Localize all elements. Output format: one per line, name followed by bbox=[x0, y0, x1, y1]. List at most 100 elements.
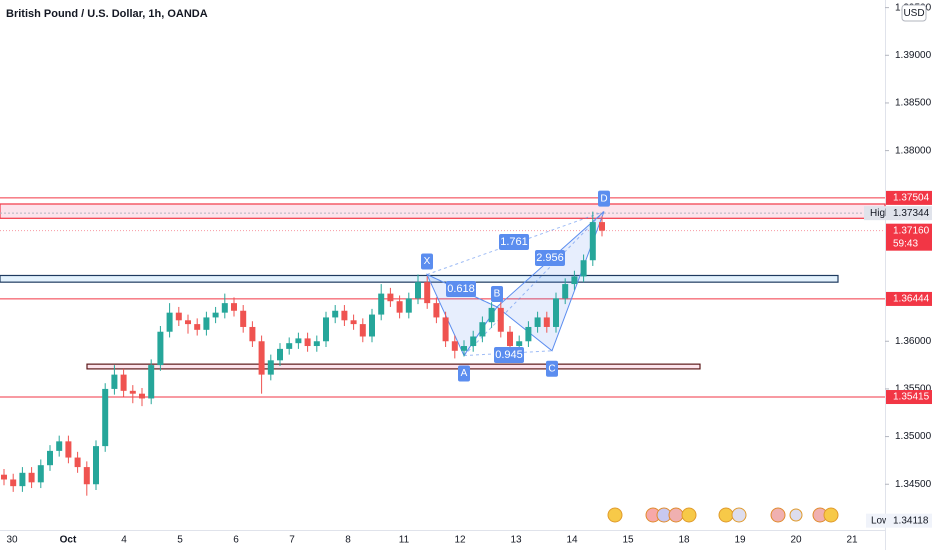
candle-body bbox=[304, 338, 311, 347]
candle-body bbox=[451, 341, 458, 351]
candle-body bbox=[194, 324, 201, 330]
candle-body bbox=[74, 457, 81, 468]
x-tick-label: 4 bbox=[121, 535, 127, 546]
candle-body bbox=[497, 307, 504, 332]
point-label: C bbox=[548, 363, 555, 374]
y-tick-label: 1.38500 bbox=[895, 98, 932, 109]
candle-body bbox=[433, 303, 440, 318]
candle-body bbox=[56, 441, 63, 451]
candle-body bbox=[28, 472, 35, 483]
candle-body bbox=[148, 365, 155, 399]
ratio-box bbox=[499, 234, 529, 250]
candle-body bbox=[258, 341, 265, 375]
point-box bbox=[491, 285, 503, 302]
candle-body bbox=[221, 303, 228, 313]
x-tick-label: 30 bbox=[6, 535, 18, 546]
candle-body bbox=[359, 324, 366, 337]
point-box bbox=[546, 360, 558, 377]
ratio-label: 0.618 bbox=[447, 283, 475, 295]
candle-body bbox=[571, 276, 578, 285]
point-box bbox=[458, 365, 470, 382]
y-tick-label: 1.36000 bbox=[895, 336, 932, 347]
zones bbox=[0, 203, 886, 370]
candle-body bbox=[175, 312, 182, 321]
candle-body bbox=[93, 446, 99, 485]
price-label-box bbox=[886, 291, 932, 306]
price-label-box bbox=[886, 190, 932, 205]
candle-body bbox=[442, 317, 449, 342]
x-tick-label: Oct bbox=[60, 535, 77, 546]
price-label: 1.37504 bbox=[893, 193, 930, 204]
candle-body bbox=[553, 298, 559, 327]
x-tick-label: 19 bbox=[734, 535, 746, 546]
candle-body bbox=[129, 390, 136, 394]
price-label: 1.37344 bbox=[893, 208, 930, 219]
x-tick-label: 18 bbox=[678, 535, 690, 546]
candle-body bbox=[139, 393, 145, 399]
candle-body bbox=[534, 317, 541, 327]
candle-body bbox=[525, 326, 532, 342]
candle-body bbox=[470, 336, 477, 347]
candles bbox=[1, 211, 605, 496]
point-label: X bbox=[424, 256, 431, 267]
x-tick-label: 21 bbox=[846, 535, 858, 546]
zone bbox=[0, 274, 839, 283]
candle-body bbox=[589, 222, 596, 261]
y-tick-label: 1.39000 bbox=[895, 50, 932, 61]
candle-body bbox=[295, 338, 302, 344]
candle-body bbox=[240, 310, 247, 327]
candle-body bbox=[65, 441, 72, 458]
candle-body bbox=[203, 317, 210, 330]
x-tick-label: 8 bbox=[345, 535, 351, 546]
candle-body bbox=[249, 326, 256, 342]
harmonic-pattern bbox=[425, 211, 605, 357]
overlay: 0.618 1.761 2.956 0.945 X A B C D bbox=[421, 190, 610, 382]
candle-body bbox=[599, 222, 605, 231]
x-tick-label: 12 bbox=[454, 535, 466, 546]
zone bbox=[0, 203, 886, 219]
x-tick-label: 15 bbox=[622, 535, 634, 546]
candle-body bbox=[286, 343, 293, 349]
high-name: High bbox=[870, 208, 891, 219]
price-label-box bbox=[886, 206, 932, 221]
candle-body bbox=[120, 374, 127, 391]
candle-body bbox=[83, 467, 90, 485]
currency[interactable]: USD bbox=[903, 8, 924, 19]
x-tick-label: 6 bbox=[233, 535, 239, 546]
zone bbox=[86, 363, 701, 370]
axes: 1.395001.390001.385001.380001.360001.355… bbox=[6, 2, 932, 546]
candle-body bbox=[19, 472, 26, 487]
low-name-box bbox=[866, 513, 886, 528]
price-label-box bbox=[886, 390, 932, 405]
ratio-box bbox=[494, 347, 524, 363]
countdown: 59:43 bbox=[893, 238, 918, 249]
ratio-label: 2.956 bbox=[536, 252, 564, 264]
candle-body bbox=[102, 388, 109, 447]
last-price-box bbox=[886, 223, 932, 251]
candle-body bbox=[1, 474, 7, 480]
candle-body bbox=[387, 293, 394, 302]
x-tick-label: 7 bbox=[289, 535, 295, 546]
ratio-label: 1.761 bbox=[500, 236, 528, 248]
candle-body bbox=[277, 348, 283, 361]
ratio-box bbox=[446, 281, 476, 297]
candle-body bbox=[267, 360, 274, 375]
x-tick-label: 13 bbox=[510, 535, 522, 546]
event-icons bbox=[607, 507, 839, 523]
candle-body bbox=[157, 331, 164, 366]
candle-body bbox=[341, 310, 348, 321]
candle-body bbox=[111, 374, 118, 389]
candle-body bbox=[47, 450, 53, 466]
point-box bbox=[598, 190, 610, 207]
chart-title: British Pound / U.S. Dollar, 1h, OANDA bbox=[6, 8, 208, 20]
candle-body bbox=[378, 293, 385, 315]
levels bbox=[0, 197, 885, 398]
x-tick-label: 11 bbox=[399, 535, 410, 546]
candle-body bbox=[516, 341, 523, 347]
point-box bbox=[421, 253, 433, 270]
candle-body bbox=[424, 282, 431, 304]
candle-body bbox=[332, 310, 339, 318]
last-price-label: 1.37160 bbox=[893, 225, 930, 236]
currency-box[interactable] bbox=[901, 4, 927, 22]
price-label: 1.35415 bbox=[893, 392, 930, 403]
